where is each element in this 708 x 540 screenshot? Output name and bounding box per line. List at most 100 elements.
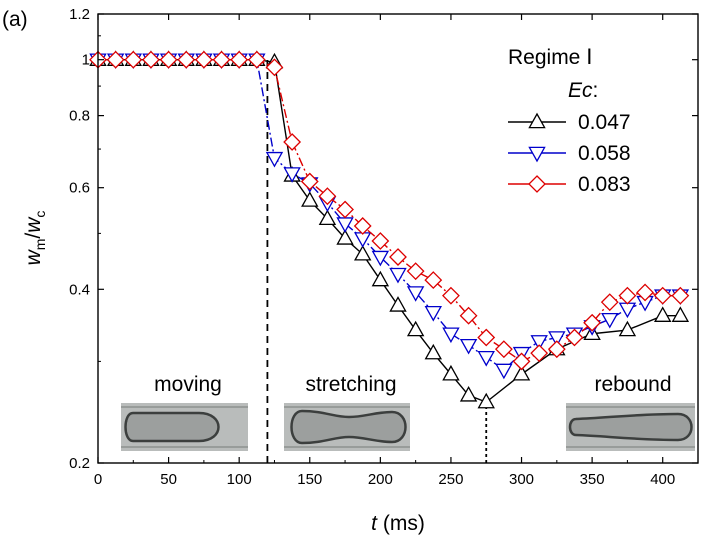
legend-label: 0.047: [578, 111, 631, 134]
x-tick-label: 200: [368, 471, 393, 488]
inset-label: moving: [154, 373, 222, 396]
data-point: [565, 328, 584, 347]
legend-title: Regime Ⅰ: [508, 46, 592, 69]
data-point: [406, 320, 425, 337]
legend-label: 0.083: [578, 173, 631, 196]
data-point: [459, 306, 478, 325]
legend-entry-0.083: 0.083: [508, 173, 631, 196]
data-point: [528, 175, 546, 193]
x-axis: 0 50 100 150 200 250 300 350 400: [94, 14, 675, 488]
data-point: [247, 50, 266, 69]
data-point: [353, 217, 372, 235]
y-title-w2: w: [22, 216, 45, 233]
y-tick-label: 0.2: [69, 455, 90, 472]
data-point: [177, 50, 196, 69]
data-point: [424, 305, 443, 322]
series-0.083: [89, 50, 690, 371]
data-point: [618, 302, 637, 319]
y-axis: 0.2 0.4 0.6 0.8 1 1.2: [69, 6, 698, 472]
data-point: [442, 327, 460, 344]
legend-subtitle-colon: :: [593, 79, 599, 102]
data-point: [618, 320, 637, 337]
x-tick-label: 0: [94, 471, 102, 488]
data-point: [336, 229, 354, 245]
data-point: [371, 270, 390, 287]
inset-rebound: rebound: [566, 373, 695, 451]
y-tick-label: 0.6: [69, 180, 90, 197]
data-point: [159, 50, 178, 69]
data-point: [212, 50, 231, 69]
legend-entry-0.047: 0.047: [508, 111, 631, 134]
data-point: [318, 187, 337, 206]
data-point: [442, 286, 460, 305]
data-point: [512, 364, 531, 381]
data-point: [371, 232, 390, 250]
data-point: [636, 283, 654, 302]
data-point: [653, 286, 672, 305]
data-point: [371, 250, 390, 267]
annotations: [266, 59, 488, 463]
series-0.047: [89, 50, 690, 409]
y-title-sub-m: m: [32, 239, 48, 251]
inset-moving: moving: [121, 373, 248, 451]
data-point: [424, 271, 443, 289]
data-point: [265, 151, 284, 168]
data-point: [477, 392, 495, 409]
data-point: [528, 112, 546, 129]
series-layer: [89, 50, 690, 409]
droplet: [290, 409, 407, 445]
data-point: [618, 286, 637, 305]
legend-subtitle-ec: Ec: [568, 79, 593, 102]
data-point: [230, 50, 249, 69]
data-point: [194, 50, 213, 69]
data-point: [124, 50, 143, 69]
data-point: [106, 50, 125, 69]
data-point: [495, 363, 513, 380]
data-point: [389, 248, 407, 266]
data-point: [583, 313, 602, 332]
data-point: [548, 331, 566, 347]
inset-label: stretching: [305, 373, 396, 396]
data-point: [459, 386, 478, 402]
data-point: [530, 344, 549, 363]
x-tick-label: 300: [509, 471, 534, 488]
data-point: [406, 286, 425, 302]
data-point: [671, 286, 690, 305]
legend: Regime Ⅰ Ec: 0.047 0.058 0.083: [508, 46, 631, 196]
y-axis-title: wm/wc: [22, 211, 48, 266]
data-point: [406, 262, 425, 281]
y-tick-label: 0.8: [69, 108, 90, 125]
legend-entry-0.058: 0.058: [508, 142, 631, 165]
data-point: [283, 133, 302, 151]
y-tick-label: 1.2: [69, 6, 90, 23]
data-point: [300, 172, 319, 191]
data-point: [528, 146, 546, 163]
data-point: [265, 58, 284, 77]
data-point: [600, 293, 619, 312]
data-point: [336, 217, 354, 233]
data-point: [671, 306, 690, 322]
data-point: [477, 351, 495, 367]
data-point: [477, 328, 496, 347]
y-title-slash: /: [22, 233, 45, 239]
y-title-w1: w: [22, 248, 45, 265]
data-point: [318, 209, 337, 226]
data-point: [653, 306, 672, 322]
y-title-sub-c: c: [32, 211, 48, 218]
droplet: [124, 411, 220, 443]
data-point: [353, 244, 372, 261]
legend-label: 0.058: [578, 142, 631, 165]
panel-label: (a): [2, 8, 28, 31]
data-point: [547, 340, 566, 359]
legend-entries: 0.047 0.058 0.083: [508, 111, 631, 196]
data-point: [459, 338, 478, 355]
inset-images: moving stretching rebound: [121, 373, 695, 451]
x-tick-label: 100: [227, 471, 252, 488]
data-point: [283, 167, 301, 183]
droplet: [568, 412, 693, 442]
inset-label: rebound: [594, 373, 671, 396]
data-point: [512, 352, 531, 371]
data-point: [336, 200, 354, 219]
data-point: [142, 50, 160, 69]
